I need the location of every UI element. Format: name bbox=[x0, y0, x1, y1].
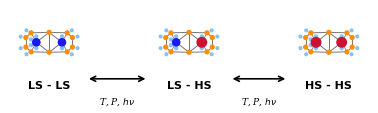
Circle shape bbox=[169, 51, 173, 54]
Circle shape bbox=[165, 30, 168, 32]
Circle shape bbox=[60, 36, 64, 39]
Circle shape bbox=[25, 30, 28, 32]
Circle shape bbox=[71, 36, 74, 40]
Circle shape bbox=[175, 47, 178, 50]
Circle shape bbox=[350, 53, 353, 56]
Circle shape bbox=[65, 32, 69, 35]
Circle shape bbox=[169, 44, 172, 47]
Circle shape bbox=[350, 36, 354, 40]
Circle shape bbox=[200, 36, 203, 39]
Circle shape bbox=[25, 53, 28, 56]
Circle shape bbox=[24, 46, 28, 49]
Circle shape bbox=[210, 53, 213, 56]
Circle shape bbox=[350, 46, 354, 49]
Text: LS - LS: LS - LS bbox=[28, 80, 70, 90]
Circle shape bbox=[164, 36, 167, 40]
Circle shape bbox=[216, 36, 219, 39]
Circle shape bbox=[35, 47, 38, 50]
Circle shape bbox=[305, 30, 308, 32]
Circle shape bbox=[19, 47, 22, 50]
Circle shape bbox=[60, 47, 64, 50]
Circle shape bbox=[197, 38, 206, 48]
Circle shape bbox=[173, 39, 180, 47]
Circle shape bbox=[356, 36, 359, 39]
Circle shape bbox=[211, 36, 214, 40]
Circle shape bbox=[19, 36, 22, 39]
Circle shape bbox=[33, 39, 40, 47]
Circle shape bbox=[304, 46, 307, 49]
Circle shape bbox=[337, 38, 346, 48]
Circle shape bbox=[24, 36, 28, 40]
Circle shape bbox=[327, 51, 331, 55]
Circle shape bbox=[165, 53, 168, 56]
Circle shape bbox=[71, 46, 74, 49]
Circle shape bbox=[314, 47, 318, 50]
Circle shape bbox=[58, 39, 65, 47]
Text: LS - HS: LS - HS bbox=[167, 80, 211, 90]
Circle shape bbox=[340, 36, 343, 39]
Circle shape bbox=[70, 53, 73, 56]
Circle shape bbox=[187, 51, 191, 55]
Circle shape bbox=[47, 31, 51, 35]
Circle shape bbox=[29, 51, 33, 54]
Circle shape bbox=[164, 46, 167, 49]
Circle shape bbox=[70, 30, 73, 32]
Circle shape bbox=[211, 46, 214, 49]
Circle shape bbox=[309, 51, 313, 54]
Circle shape bbox=[305, 53, 308, 56]
Text: T, P, $h\nu$: T, P, $h\nu$ bbox=[99, 96, 135, 107]
Circle shape bbox=[314, 36, 318, 39]
Circle shape bbox=[327, 31, 331, 35]
Circle shape bbox=[200, 47, 203, 50]
Circle shape bbox=[205, 51, 209, 54]
Circle shape bbox=[169, 32, 173, 35]
Circle shape bbox=[76, 47, 79, 50]
Circle shape bbox=[309, 32, 313, 35]
Circle shape bbox=[35, 36, 38, 39]
Circle shape bbox=[350, 30, 353, 32]
Circle shape bbox=[309, 44, 312, 47]
Circle shape bbox=[216, 47, 219, 50]
Circle shape bbox=[29, 44, 33, 47]
Circle shape bbox=[169, 39, 172, 42]
Circle shape bbox=[29, 32, 33, 35]
Circle shape bbox=[356, 47, 359, 50]
Circle shape bbox=[29, 39, 33, 42]
Circle shape bbox=[345, 51, 349, 54]
Circle shape bbox=[65, 51, 69, 54]
Circle shape bbox=[159, 36, 162, 39]
Circle shape bbox=[205, 32, 209, 35]
Circle shape bbox=[304, 36, 307, 40]
Circle shape bbox=[311, 38, 321, 48]
Text: T, P, $h\nu$: T, P, $h\nu$ bbox=[241, 96, 277, 107]
Text: HS - HS: HS - HS bbox=[305, 80, 352, 90]
Circle shape bbox=[309, 39, 312, 42]
Circle shape bbox=[299, 36, 302, 39]
Circle shape bbox=[175, 36, 178, 39]
Circle shape bbox=[76, 36, 79, 39]
Circle shape bbox=[210, 30, 213, 32]
Circle shape bbox=[47, 51, 51, 55]
Circle shape bbox=[345, 32, 349, 35]
Circle shape bbox=[159, 47, 162, 50]
Circle shape bbox=[299, 47, 302, 50]
Circle shape bbox=[187, 31, 191, 35]
Circle shape bbox=[340, 47, 343, 50]
